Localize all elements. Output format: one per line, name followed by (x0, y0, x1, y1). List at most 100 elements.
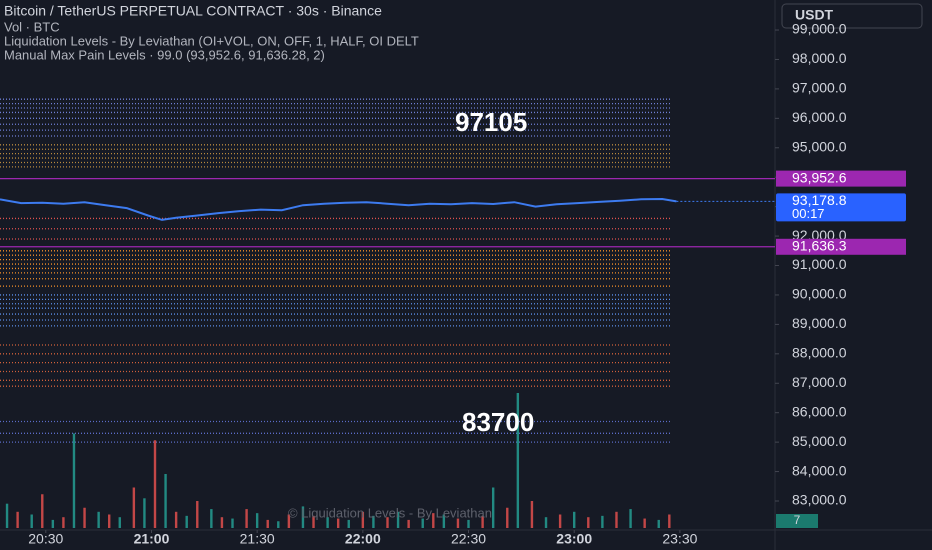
volume-bar (530, 501, 534, 528)
x-tick-label: 23:00 (556, 531, 592, 547)
volume-bar (587, 517, 590, 528)
x-tick-label: 21:00 (134, 531, 170, 547)
volume-bar (407, 519, 410, 528)
volume-bar (573, 511, 576, 528)
currency-button[interactable] (781, 3, 923, 29)
volume-bar (153, 440, 157, 528)
watermark: © Liquidation Levels - By Leviathan (288, 505, 492, 520)
volume-bar (266, 519, 269, 528)
volume-bar (132, 487, 136, 528)
volume-bar (108, 514, 111, 528)
volume-bar (467, 519, 470, 528)
volume-bar (72, 433, 76, 528)
volume-bar (544, 517, 548, 528)
volume-bar (196, 501, 199, 528)
y-tick-label: 88,000.0 (792, 345, 847, 361)
subtitle: Vol · BTC (4, 19, 60, 34)
volume-bar (231, 518, 234, 528)
badge-label: 7 (794, 513, 801, 527)
volume-bar (615, 511, 618, 528)
liquidation-levels (0, 98, 672, 443)
y-tick-label: 85,000.0 (792, 433, 847, 449)
volume (5, 393, 671, 528)
volume-bar (336, 518, 340, 528)
volume-bar (245, 509, 248, 528)
y-tick-label: 90,000.0 (792, 286, 847, 302)
y-tick-label: 89,000.0 (792, 315, 847, 331)
volume-bar (5, 503, 9, 528)
y-tick-label: 97,000.0 (792, 80, 847, 96)
volume-bar (287, 514, 291, 528)
last-price-label: 93,178.8 (792, 192, 847, 208)
x-tick-label: 23:30 (662, 531, 697, 547)
x-tick-label: 21:30 (240, 531, 275, 547)
volume-bar (421, 518, 424, 528)
volume-bar (164, 474, 167, 528)
volume-bar (506, 507, 509, 528)
currency-label[interactable]: USDT (795, 7, 834, 23)
volume-bar (143, 498, 146, 528)
volume-bar (118, 517, 121, 528)
volume-bar (657, 519, 660, 528)
price-label: 91,636.3 (792, 237, 847, 253)
volume-bar (30, 514, 33, 528)
price-label-box (776, 170, 906, 187)
y-tick-label: 86,000.0 (792, 403, 847, 419)
volume-bar (41, 494, 44, 528)
volume-bar (220, 517, 224, 528)
y-tick-label: 92,000.0 (792, 227, 847, 243)
volume-bar (361, 511, 365, 528)
annotation: 97105 (455, 107, 527, 137)
volume-bar (396, 511, 400, 528)
volume-bar (347, 519, 350, 528)
annotation: 83700 (462, 407, 534, 437)
x-tick-label: 20:30 (28, 531, 63, 547)
volume-bar (185, 515, 188, 528)
volume-bar (51, 519, 55, 528)
volume-bar (442, 514, 446, 528)
volume-bar (386, 517, 389, 528)
volume-bar (372, 515, 375, 528)
volume-bar (277, 521, 280, 528)
price-label-box (776, 238, 906, 255)
volume-bar (301, 506, 305, 528)
y-tick-label: 96,000.0 (792, 109, 847, 125)
last-price-box (776, 193, 906, 222)
y-tick-label: 98,000.0 (792, 50, 847, 66)
badge (776, 514, 818, 528)
y-tick-label: 91,000.0 (792, 256, 847, 272)
volume-bar (481, 515, 484, 528)
y-tick-label: 84,000.0 (792, 462, 847, 478)
volume-bar (255, 513, 259, 528)
volume-bar (83, 507, 86, 528)
subtitle: Liquidation Levels - By Leviathan (OI+VO… (4, 33, 419, 48)
price-label: 93,952.6 (792, 169, 847, 185)
y-tick-label: 87,000.0 (792, 374, 847, 390)
volume-bar (491, 487, 495, 528)
volume-bar (210, 509, 213, 528)
volume-bar (456, 518, 460, 528)
volume-bar (312, 515, 315, 528)
volume-bar (16, 511, 19, 528)
y-tick-label: 83,000.0 (792, 492, 847, 508)
volume-bar (601, 515, 604, 528)
price-line (0, 197, 677, 221)
volume-bar (516, 393, 520, 528)
volume-bar (174, 511, 178, 528)
subtitle: Manual Max Pain Levels · 99.0 (93,952.6,… (4, 47, 325, 62)
countdown: 00:17 (792, 206, 825, 221)
volume-bar (97, 511, 100, 528)
volume-bar (558, 514, 562, 528)
plot (0, 178, 775, 248)
volume-bar (432, 513, 435, 528)
y-tick-label: 95,000.0 (792, 138, 847, 154)
x-tick-label: 22:00 (345, 531, 381, 547)
volume-bar (62, 517, 65, 528)
volume-bar (643, 518, 646, 528)
chart-title: Bitcoin / TetherUS PERPETUAL CONTRACT · … (4, 3, 382, 19)
y-tick-label: 99,000.0 (792, 21, 847, 37)
volume-bar (629, 509, 632, 528)
volume-bar (668, 514, 671, 528)
volume-bar (326, 517, 329, 528)
